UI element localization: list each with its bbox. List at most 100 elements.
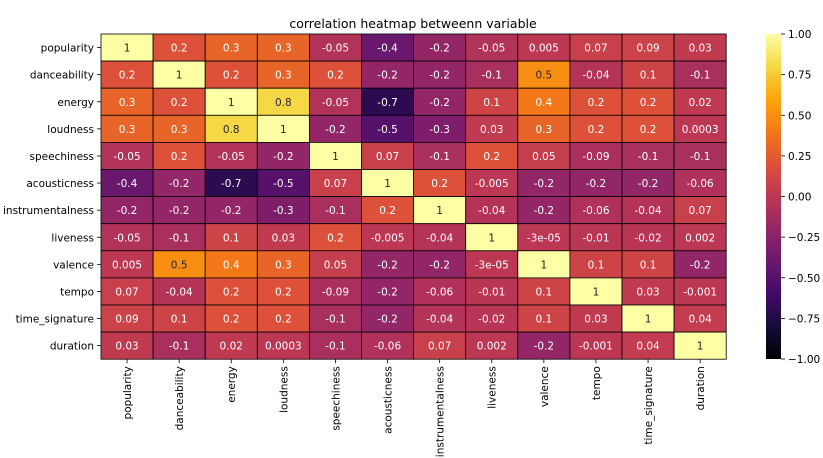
heatmap-cell-label: 1 <box>176 70 183 82</box>
y-axis-tick-label: valence <box>53 259 94 271</box>
heatmap-cell-label: 0.5 <box>535 70 552 82</box>
heatmap-cell-label: 0.09 <box>636 43 659 55</box>
heatmap-cell <box>152 141 206 170</box>
heatmap-cell-label: 0.2 <box>119 70 136 82</box>
heatmap-cell <box>465 141 519 170</box>
heatmap-cell-label: 0.07 <box>376 151 399 163</box>
heatmap-cell <box>256 250 310 279</box>
heatmap-cell-label: -0.1 <box>169 232 190 244</box>
heatmap-cell <box>204 196 258 225</box>
heatmap-cell-label: -0.2 <box>586 178 607 190</box>
heatmap-cell <box>413 196 467 225</box>
heatmap-cell <box>569 169 623 198</box>
heatmap-cell-label: 0.1 <box>535 286 552 298</box>
heatmap-cell <box>256 87 310 116</box>
heatmap-cell-label: -0.2 <box>377 70 398 82</box>
heatmap-cell <box>361 196 414 225</box>
heatmap-cell <box>361 33 414 62</box>
x-axis-tick-labels: popularity danceability energy loudness spee… <box>122 359 707 457</box>
heatmap-cell <box>465 277 519 306</box>
heatmap-cell-label: 0.03 <box>584 314 607 326</box>
heatmap-cell-label: 0.1 <box>171 314 188 326</box>
heatmap-cell <box>256 304 310 333</box>
heatmap-cell-label: -0.2 <box>429 70 450 82</box>
heatmap-cell <box>413 60 467 89</box>
heatmap-cell <box>413 141 467 170</box>
heatmap-cell-label: 0.02 <box>688 97 711 109</box>
heatmap-cell <box>569 277 623 306</box>
heatmap-cell-label: 0.05 <box>324 259 347 271</box>
heatmap-cell-label: 0.2 <box>223 286 240 298</box>
heatmap-cell-label: -0.04 <box>426 314 453 326</box>
heatmap-cell-label: -0.2 <box>534 178 555 190</box>
heatmap-cell-label: 0.002 <box>477 341 507 353</box>
heatmap-cell <box>152 196 206 225</box>
heatmap-cell-label: -0.04 <box>166 286 193 298</box>
heatmap-cell-label: -0.06 <box>374 341 401 353</box>
heatmap-cell <box>308 141 362 170</box>
heatmap-cell-label: -0.01 <box>478 286 505 298</box>
heatmap-cell-label: -0.001 <box>683 286 717 298</box>
heatmap-cell <box>569 196 623 225</box>
heatmap-cell <box>517 169 571 198</box>
heatmap-cell-label: 1 <box>280 124 287 136</box>
heatmap-cell-label: 0.3 <box>535 124 552 136</box>
heatmap-cell-label: -0.06 <box>582 205 609 217</box>
heatmap-cell-label: 0.1 <box>640 70 657 82</box>
heatmap-cell-label: 0.03 <box>480 124 503 136</box>
heatmap-cell-label: -0.2 <box>534 341 555 353</box>
heatmap-cell-label: 1 <box>697 341 704 353</box>
heatmap-cell-label: 0.2 <box>588 97 605 109</box>
heatmap-cell <box>413 87 467 116</box>
heatmap-cell <box>413 169 467 198</box>
heatmap-cell-label: 0.3 <box>275 70 292 82</box>
colorbar-ticks: 1.00 0.75 0.50 0.25 0.00 −0.25 −0.50 −0.75 −1.00 <box>781 29 820 366</box>
heatmap-cell <box>673 87 727 116</box>
heatmap-cell <box>569 60 623 89</box>
heatmap-cell-label: 0.2 <box>379 205 396 217</box>
heatmap-cell <box>204 304 258 333</box>
heatmap-cell <box>100 33 154 62</box>
heatmap-cell-label: 0.2 <box>275 286 292 298</box>
heatmap-cell <box>413 250 467 279</box>
heatmap-cell-label: 0.005 <box>529 43 559 55</box>
heatmap-cell-label: 0.2 <box>171 151 188 163</box>
heatmap-cell <box>204 331 258 360</box>
heatmap-cell <box>100 223 154 252</box>
heatmap-cell-label: -0.2 <box>325 124 346 136</box>
heatmap-cell <box>673 304 727 333</box>
heatmap-cell-label: 0.1 <box>483 97 500 109</box>
heatmap-cell-label: 1 <box>332 151 339 163</box>
heatmap-cell <box>673 277 727 306</box>
heatmap-cell <box>517 114 571 143</box>
heatmap-cell-label: -3e-05 <box>527 232 561 244</box>
heatmap-cell-label: -0.1 <box>690 70 711 82</box>
heatmap-cell <box>308 223 362 252</box>
heatmap-cell <box>100 196 154 225</box>
heatmap-cell <box>100 141 154 170</box>
heatmap-cell-label: -0.2 <box>169 178 190 190</box>
heatmap-cell-label: 0.1 <box>588 259 605 271</box>
heatmap-cell-label: -0.06 <box>426 286 453 298</box>
heatmap-cell-label: -0.2 <box>429 259 450 271</box>
heatmap-cell-label: -0.02 <box>634 232 661 244</box>
heatmap-cell-label: 0.2 <box>223 314 240 326</box>
colorbar-tick-label: 0.25 <box>788 151 811 163</box>
colorbar-tick-label: 0.75 <box>788 70 811 82</box>
heatmap-cell-label: -0.2 <box>690 259 711 271</box>
heatmap-cell <box>361 141 414 170</box>
heatmap-cell-label: 0.2 <box>327 70 344 82</box>
x-axis-tick-label: energy <box>226 366 238 403</box>
heatmap-cell <box>256 196 310 225</box>
heatmap-cell-label: -0.2 <box>377 314 398 326</box>
heatmap-cell-label: -0.7 <box>221 178 242 190</box>
heatmap-cell <box>621 277 675 306</box>
heatmap-cell <box>256 277 310 306</box>
heatmap-cell <box>152 277 206 306</box>
heatmap-cell <box>621 114 675 143</box>
heatmap-cell-label: -0.1 <box>325 205 346 217</box>
heatmap-cell <box>673 114 727 143</box>
heatmap-cell-label: -0.05 <box>322 97 349 109</box>
heatmap-cells: 1 0.2 0.3 0.3 -0.05 -0.4 -0.2 -0.05 0.005 0.07 0.0… <box>100 33 727 360</box>
colorbar-tick-label: −0.25 <box>788 232 820 244</box>
